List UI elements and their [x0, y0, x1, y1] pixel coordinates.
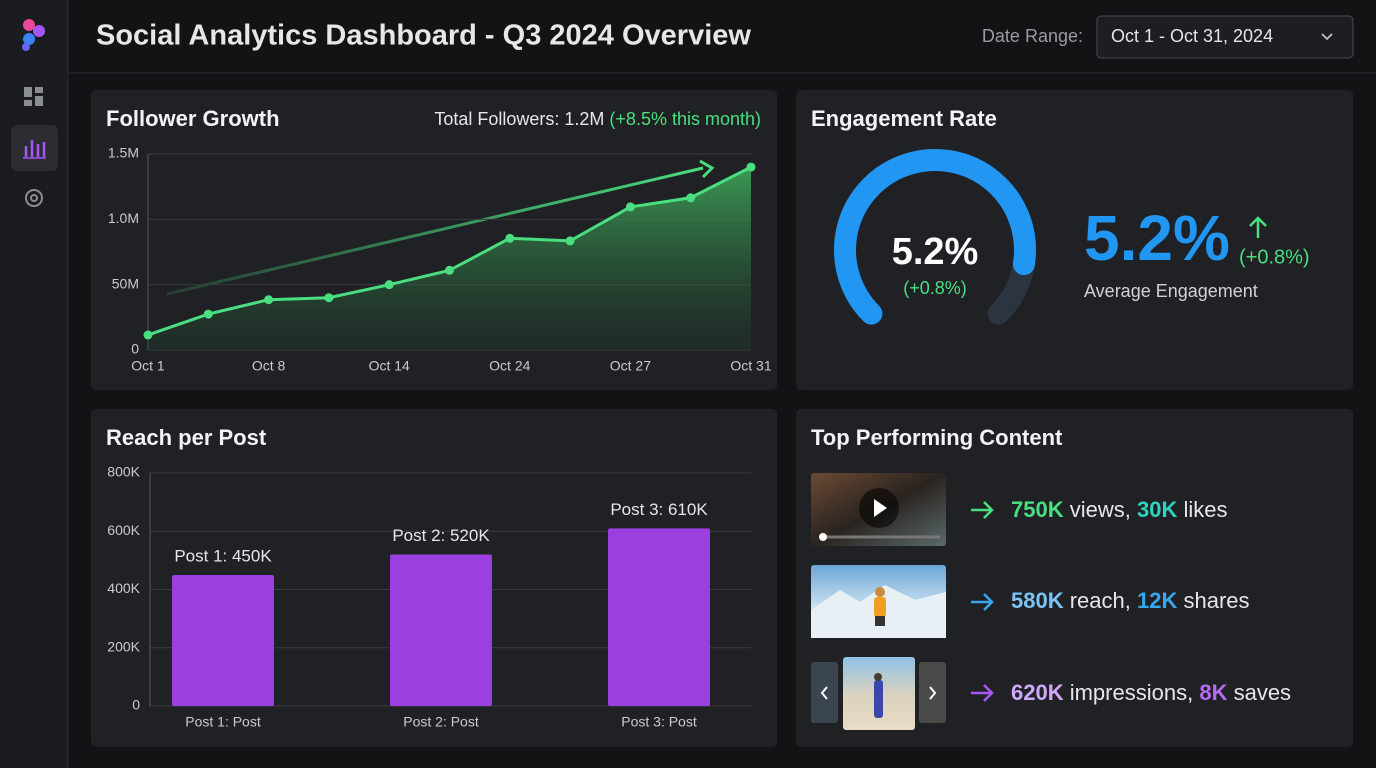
metric-label: shares: [1183, 588, 1249, 613]
gauge-change: (+0.8%): [903, 278, 967, 298]
sidebar: [0, 0, 68, 768]
metric: 30K: [1137, 497, 1177, 522]
point: [324, 293, 334, 303]
trend-arrowhead: [699, 159, 715, 179]
gauge-value-arc: [834, 149, 1036, 325]
engagement-caption: Average Engagement: [1084, 281, 1258, 301]
video-thumbnail[interactable]: [811, 473, 946, 546]
big-engagement: 5.2%: [1084, 202, 1230, 274]
bar: [390, 554, 492, 706]
panel-title: Top Performing Content: [811, 425, 1063, 450]
metric: 8K: [1199, 680, 1227, 705]
y-tick-label: 1.5M: [108, 145, 139, 161]
logo: [22, 19, 45, 51]
bar-label: Post 2: 520K: [392, 526, 490, 545]
point: [565, 236, 575, 246]
x-tick-label: Oct 1: [131, 358, 165, 374]
panel: [796, 90, 1353, 390]
y-tick-label: 50M: [112, 275, 139, 291]
y-tick-label: 800K: [107, 464, 140, 480]
summary: Total Followers: 1.2M (+8.5% this month): [434, 109, 761, 129]
trend-arrow: [166, 166, 704, 296]
up-arrow: [1249, 216, 1267, 238]
x-tick-label: Oct 14: [369, 358, 410, 374]
y-tick-label: 600K: [107, 522, 140, 538]
engagement-change: (+0.8%): [1239, 246, 1310, 268]
image-thumbnail[interactable]: [811, 565, 946, 638]
metric: 620K: [1011, 680, 1064, 705]
metric: 12K: [1137, 588, 1177, 613]
point: [384, 280, 394, 290]
y-tick-label: 200K: [107, 638, 140, 654]
arrow: [971, 501, 994, 519]
x-tick-label: Oct 27: [610, 358, 651, 374]
x-tick-label: Oct 31: [730, 358, 771, 374]
x-tick-label: Post 3: Post: [621, 714, 697, 730]
settings-icon[interactable]: [25, 189, 43, 207]
content-stats: 580K reach, 12K shares: [1011, 588, 1250, 613]
y-tick-label: 1.0M: [108, 210, 139, 226]
bar: [608, 528, 710, 706]
analytics-icon[interactable]: [11, 125, 58, 171]
carousel-thumbnail[interactable]: [811, 657, 946, 730]
point: [445, 265, 454, 275]
y-tick-label: 400K: [107, 580, 140, 596]
follower-change: (+8.5% this month): [609, 109, 761, 129]
x-tick-label: Post 1: Post: [185, 714, 261, 730]
bar-label: Post 1: 450K: [174, 546, 272, 565]
point: [203, 309, 213, 319]
point: [746, 162, 756, 172]
y-tick-label: 0: [131, 341, 139, 357]
metric-label: reach,: [1070, 588, 1131, 613]
metric-label: likes: [1183, 497, 1227, 522]
date-range-dropdown[interactable]: Oct 1 - Oct 31, 2024: [1096, 15, 1354, 59]
content-stats: 620K impressions, 8K saves: [1011, 680, 1291, 705]
bar: [172, 574, 274, 706]
date-range-label: Date Range:: [982, 26, 1083, 46]
metric: 580K: [1011, 588, 1064, 613]
dashboard-icon[interactable]: [24, 87, 43, 106]
point: [143, 330, 153, 340]
metric-label: impressions,: [1070, 680, 1193, 705]
point: [625, 202, 635, 212]
panel-title: Reach per Post: [106, 425, 267, 450]
total-followers: Total Followers: 1.2M: [434, 109, 604, 129]
point: [264, 295, 274, 305]
analytics-bars: [23, 140, 46, 159]
bar-label: Post 3: 610K: [610, 500, 708, 519]
arrow: [971, 593, 994, 611]
content-stats: 750K views, 30K likes: [1011, 497, 1227, 522]
y-tick-label: 0: [132, 697, 140, 713]
panel-title: Follower Growth: [106, 106, 280, 131]
panel-title: Engagement Rate: [811, 106, 997, 131]
page-title: Social Analytics Dashboard - Q3 2024 Ove…: [96, 20, 751, 52]
arrow: [971, 684, 994, 702]
point: [686, 193, 696, 203]
metric: 750K: [1011, 497, 1064, 522]
metric-label: views,: [1070, 497, 1131, 522]
area: [148, 167, 751, 350]
date-range-value: Oct 1 - Oct 31, 2024: [1111, 26, 1273, 46]
x-tick-label: Oct 8: [252, 358, 286, 374]
x-tick-label: Post 2: Post: [403, 714, 479, 730]
x-tick-label: Oct 24: [489, 358, 530, 374]
point: [505, 233, 515, 243]
gauge-value: 5.2%: [892, 231, 979, 273]
metric-label: saves: [1234, 680, 1291, 705]
